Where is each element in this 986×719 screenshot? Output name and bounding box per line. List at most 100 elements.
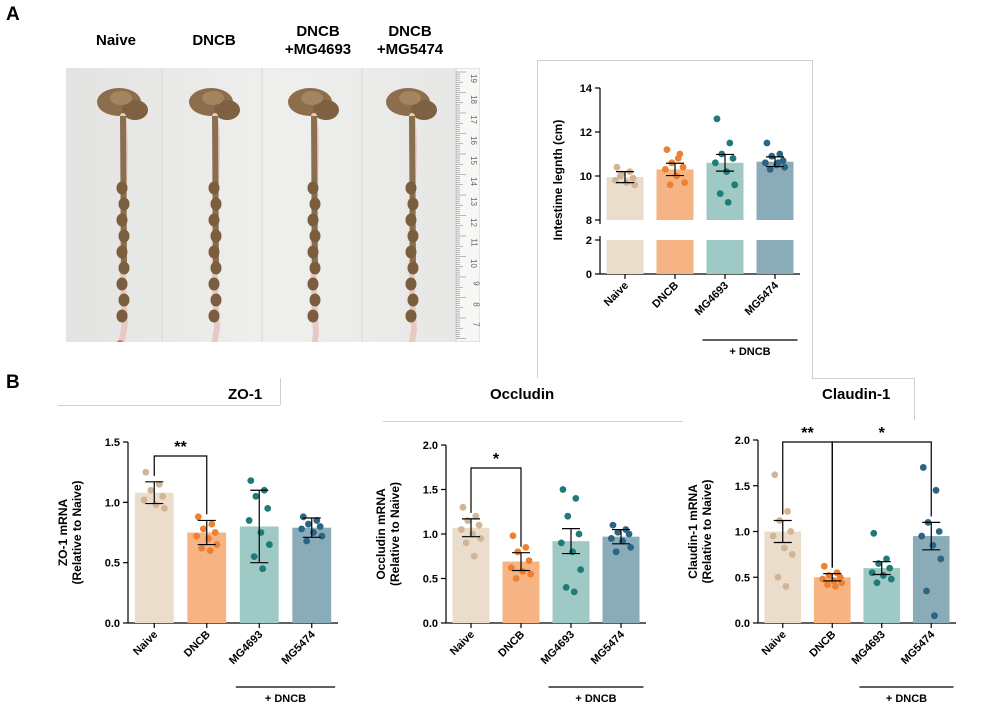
ruler-number: 14 (469, 176, 479, 186)
panel-letter-a: A (6, 4, 20, 25)
data-point-dncb (681, 179, 689, 186)
y-tick-label: 0.0 (735, 618, 750, 630)
data-point-mg4693 (883, 555, 890, 563)
data-point-mg4693 (557, 539, 565, 547)
y-tick-label: 1.5 (105, 437, 120, 449)
bar-naive (134, 492, 174, 623)
fecal-pellet (118, 229, 130, 243)
data-point-naive (462, 539, 470, 547)
group-label: + DNCB (729, 346, 770, 358)
significance-label: * (879, 425, 886, 442)
bar-dncb (813, 577, 851, 623)
fecal-pellet (309, 293, 321, 307)
data-point-mg4693 (250, 553, 258, 561)
data-point-mg5474 (625, 530, 633, 538)
data-point-mg5474 (612, 548, 620, 556)
data-point-mg4693 (887, 575, 895, 583)
y-tick-label: 0.0 (105, 618, 120, 630)
claudin1-chart: 0.00.51.01.52.0 ** *Naive DNCB MG4693 MG5474+… (686, 425, 956, 705)
significance-bracket (470, 467, 522, 547)
data-point-mg4693 (870, 529, 878, 537)
cecum-lobe (214, 100, 240, 120)
significance-bracket (153, 455, 208, 515)
y-axis-label: ZO-1 mRNA(Relative to Naive) (56, 480, 84, 584)
data-point-mg5474 (932, 486, 940, 494)
data-point-naive (774, 573, 782, 581)
divider-line (537, 60, 538, 378)
data-point-dncb (507, 564, 515, 572)
y-tick-label: 0 (586, 269, 592, 281)
fecal-pellet (208, 245, 220, 259)
y-tick-label: 1.0 (735, 527, 750, 539)
bar-lower-mg4693 (706, 240, 744, 274)
data-point-naive (159, 492, 167, 500)
bar-mg5474 (756, 161, 794, 220)
data-point-dncb (208, 520, 216, 528)
intestine-photo (66, 68, 480, 342)
data-point-mg5474 (935, 528, 943, 535)
data-point-dncb (514, 548, 522, 556)
cecum-highlight (110, 91, 132, 105)
data-point-mg4693 (575, 530, 583, 538)
occludin-chart: 0.0 0.5 1.0 1.5 2.0 * Naive DNCB MG4693 MG5474 + D… (374, 440, 646, 705)
fecal-pellet (405, 309, 417, 323)
fecal-pellet (405, 213, 417, 227)
fecal-pellet (118, 197, 130, 211)
y-tick-label: 8 (586, 215, 592, 227)
fecal-pellet (309, 261, 321, 275)
data-point-mg4693 (572, 495, 580, 502)
fecal-pellet (405, 277, 417, 291)
data-point-mg4693 (559, 486, 567, 493)
divider-line (914, 378, 915, 420)
bar-lower-dncb (656, 240, 694, 274)
category-label-mg5474: MG5474 (280, 628, 319, 667)
data-point-naive (787, 528, 795, 535)
significance-bracket (831, 441, 932, 568)
bar-naive (452, 527, 490, 623)
data-point-mg5474 (313, 517, 321, 524)
data-point-dncb (512, 575, 520, 582)
data-point-mg4693 (879, 572, 887, 579)
data-point-mg5474 (763, 139, 771, 147)
fecal-pellet (116, 277, 128, 291)
y-tick-label: 1.0 (423, 529, 438, 541)
fecal-pellet (407, 293, 419, 307)
fecal-pellet (309, 197, 321, 211)
y-axis-label: Claudin-1 mRNA(Relative to Naive) (686, 479, 714, 583)
category-label-mg5474: MG5474 (743, 279, 782, 318)
category-label-dncb: DNCB (182, 629, 213, 660)
data-point-dncb (674, 155, 682, 162)
data-point-dncb (824, 581, 831, 588)
data-point-dncb (193, 532, 201, 540)
category-label-naive: Naive (760, 629, 789, 658)
cecum-lobe (411, 100, 437, 120)
data-point-naive (457, 526, 465, 533)
fecal-pellet (405, 245, 417, 259)
divider-line (383, 421, 683, 422)
category-label-dncb: DNCB (807, 629, 838, 660)
data-point-mg5474 (614, 528, 622, 536)
data-point-mg4693 (577, 566, 585, 573)
fecal-pellet (116, 181, 128, 195)
data-point-mg5474 (768, 152, 776, 160)
fecal-pellet (116, 309, 128, 323)
y-tick-label: 0.5 (735, 572, 750, 584)
data-point-dncb (832, 583, 839, 590)
y-tick-label: 2.0 (735, 435, 750, 447)
bar-mg5474 (292, 527, 332, 623)
y-tick-label: 2.0 (423, 440, 438, 452)
data-point-mg5474 (761, 159, 769, 167)
bar-lower-naive (606, 240, 644, 274)
data-point-naive (459, 503, 467, 511)
divider-line (537, 60, 812, 61)
data-point-naive (629, 174, 637, 182)
fecal-pellet (405, 181, 417, 195)
data-point-mg5474 (316, 523, 324, 530)
data-point-mg4693 (252, 492, 260, 500)
bar-mg5474 (602, 536, 640, 623)
bar-mg5474 (912, 536, 950, 623)
ruler-number: 13 (469, 197, 479, 206)
fecal-pellet (407, 229, 419, 243)
y-axis-label-line: Claudin-1 mRNA (686, 484, 700, 579)
data-point-mg5474 (318, 532, 326, 540)
